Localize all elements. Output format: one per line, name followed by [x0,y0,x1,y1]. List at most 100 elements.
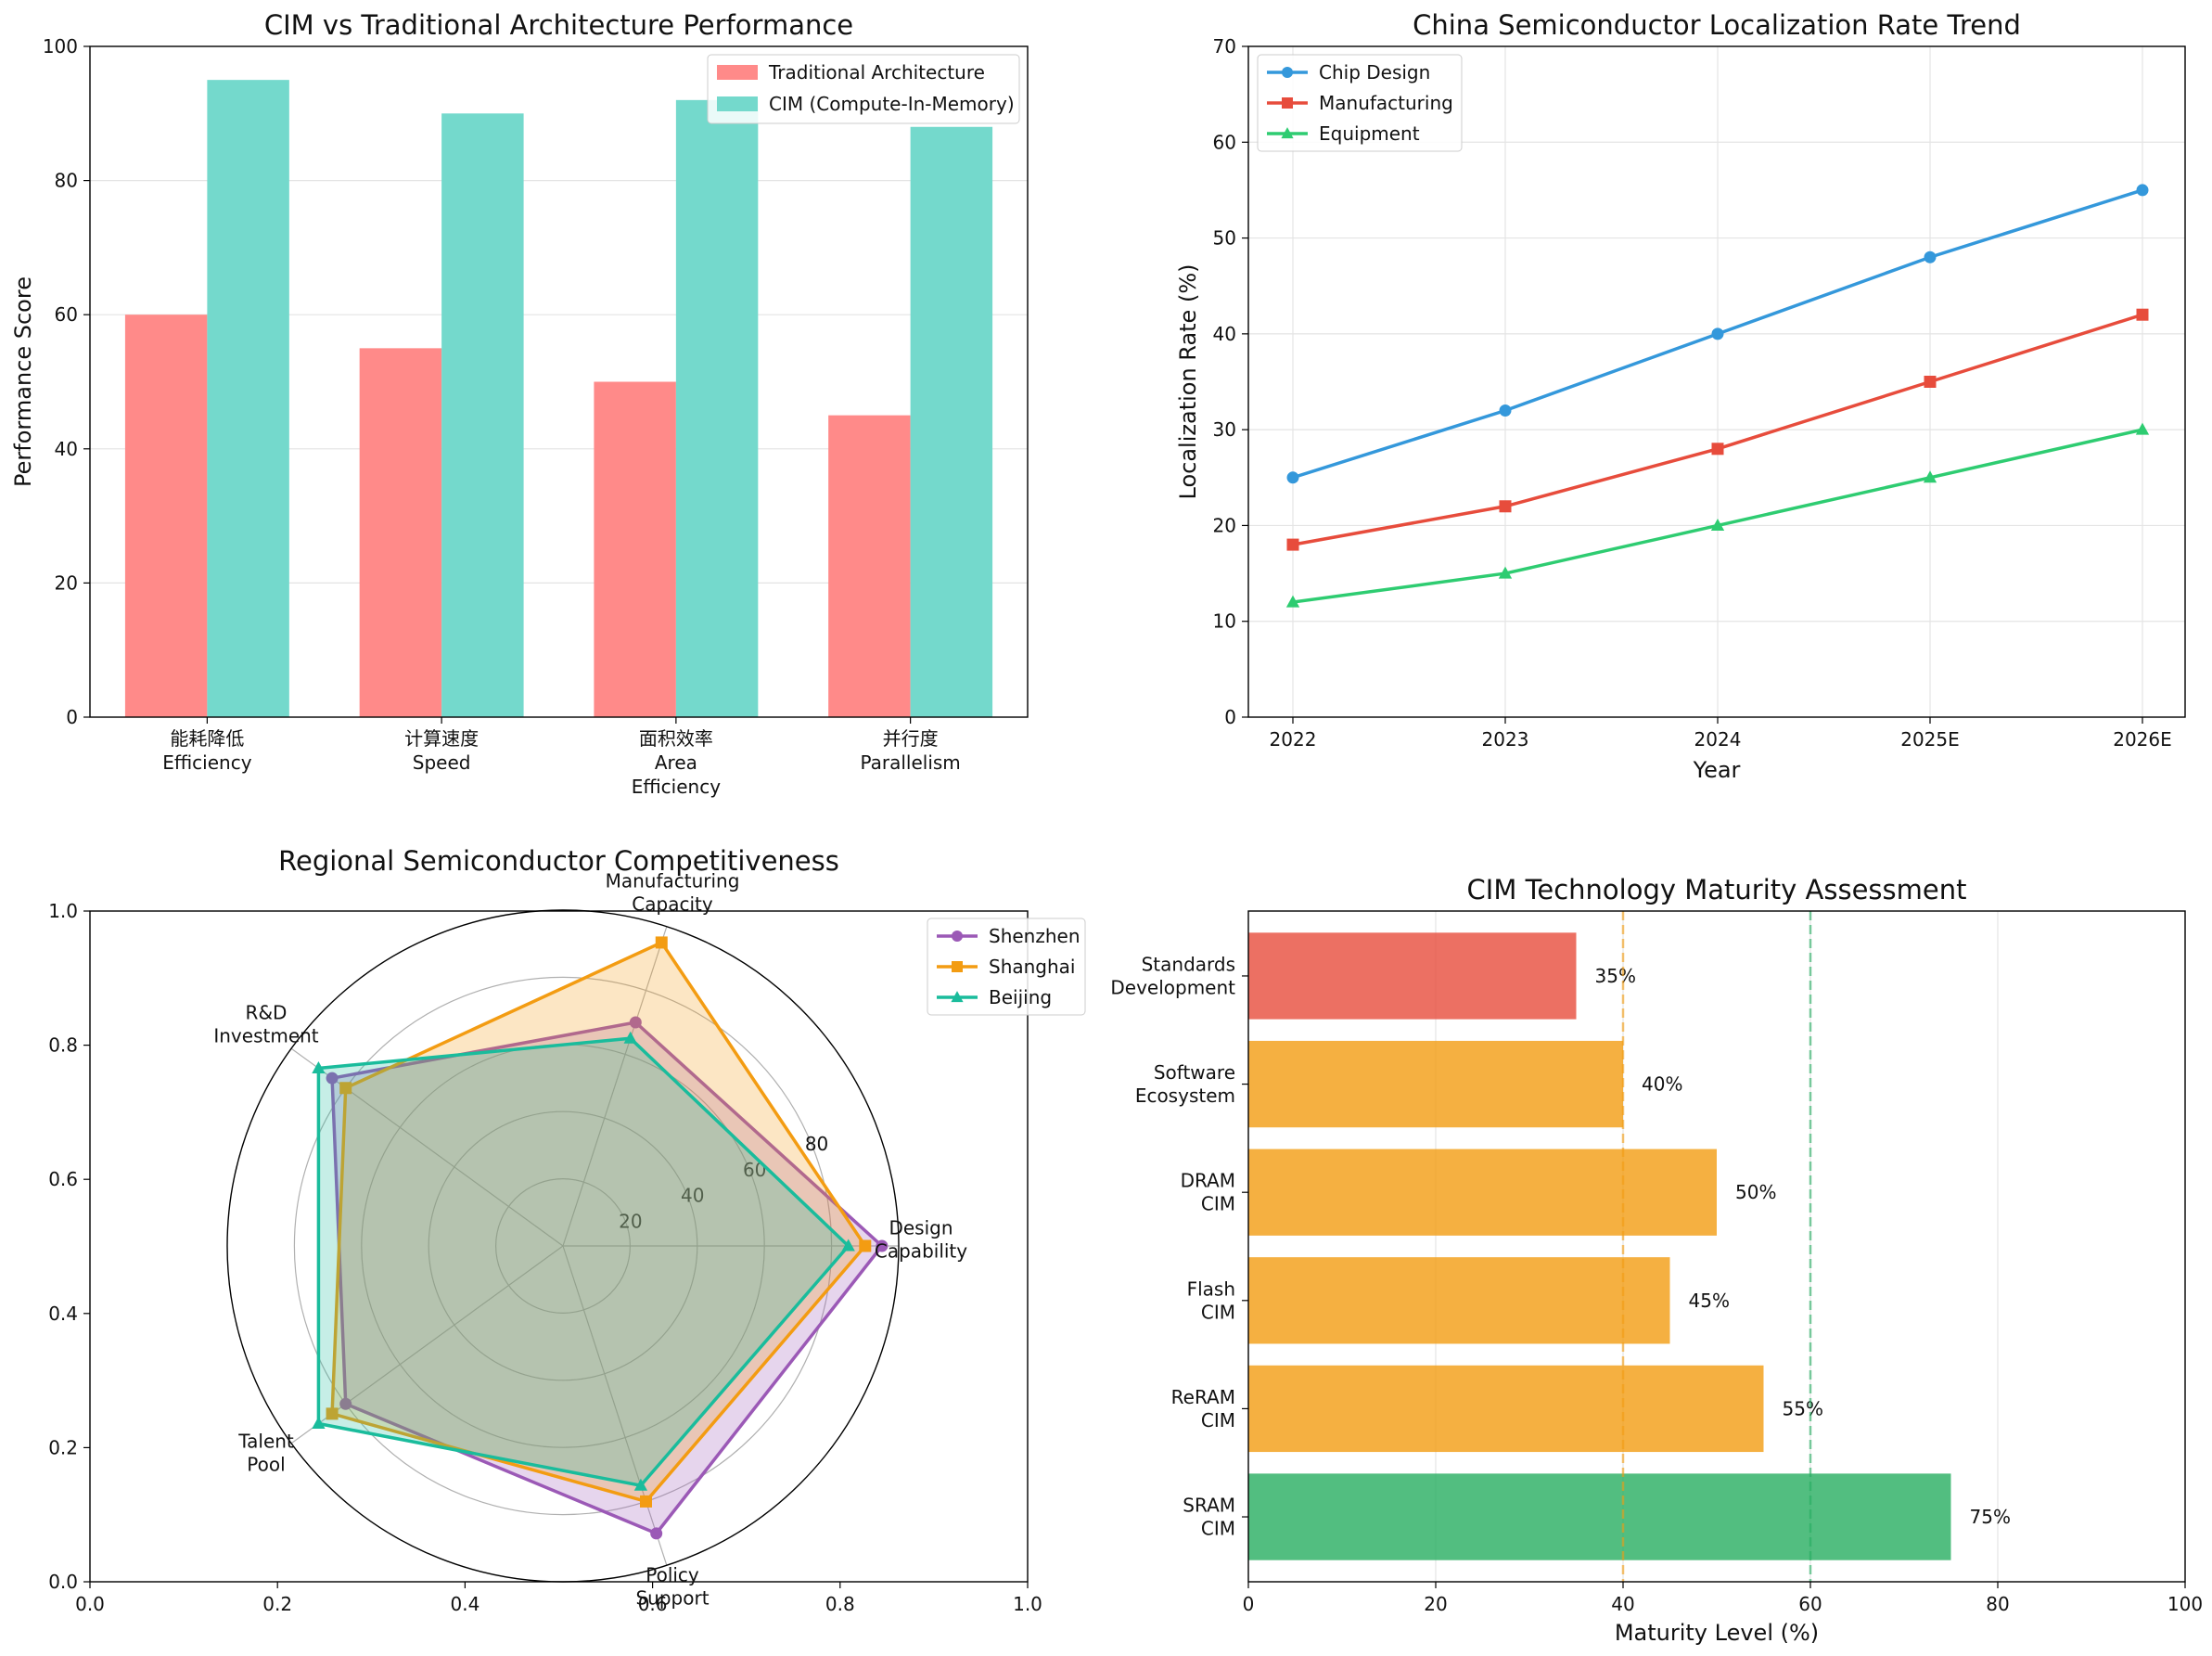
radar-r-tick-0: 20 [619,1210,642,1232]
line-legend-label-2: Equipment [1319,122,1420,145]
y-tick-label-5: 100 [43,35,78,58]
bar-legend [707,54,1020,124]
bar-3-1 [910,126,993,717]
barh-category-label-0-line-0: Standards [1142,953,1235,975]
radar-axis-label-1-line-1: Capacity [632,893,713,916]
data-point-1-1 [1499,500,1512,513]
x-category-label-3-line-1: Parallelism [860,751,960,774]
x-category-label-0-line-1: Efficiency [162,751,252,774]
barh-category-label-1-line-0: Software [1154,1061,1235,1084]
barh-value-label-1: 40% [1642,1073,1682,1096]
radar-outer-x-tick-3: 0.6 [638,1593,668,1615]
hbar-2 [1248,1149,1717,1236]
hbar-3 [1248,1257,1670,1344]
radar-area-2 [318,1038,849,1486]
radar-outer-y-tick-5: 1.0 [48,900,78,922]
radar-legend-label-1: Shanghai [989,956,1076,978]
data-point-1-4 [2136,308,2149,321]
x-category-label-1-line-1: Speed [413,751,471,774]
line-x-tick-0: 2022 [1270,728,1317,751]
line-legend-label-0: Chip Design [1319,61,1430,83]
data-point-0-4 [2136,184,2149,197]
barh-value-label-4: 55% [1783,1397,1823,1419]
barh-category-label-3-line-0: Flash [1187,1277,1235,1300]
barh-category-label-2-line-1: CIM [1201,1193,1235,1215]
radar-point-0-0 [876,1239,889,1252]
line-y-tick-1: 10 [1213,610,1236,633]
radar-point-0-2 [326,1072,339,1085]
bar-chart-panel: CIM vs Traditional Architecture Performa… [10,9,1029,798]
radar-point-2-2 [312,1061,326,1074]
radar-legend-marker-1 [952,961,963,972]
radar-spoke [562,926,668,1247]
barh-category-label-4-line-0: ReRAM [1171,1386,1235,1408]
x-category-label-2-line-1: Area [655,751,697,774]
radar-axis-label-1-line-0: Manufacturing [606,870,740,892]
line-x-axis-label: Year [1693,757,1741,783]
barh-x-tick-5: 100 [2167,1593,2203,1615]
radar-point-1-1 [655,936,668,949]
radar-axis-label-4-line-0: Policy [646,1564,699,1586]
barh-value-label-2: 50% [1735,1181,1776,1203]
barh-x-tick-4: 80 [1986,1593,2009,1615]
legend-marker-1 [1282,97,1293,109]
radar-axis-label-3-line-1: Pool [247,1454,285,1476]
line-x-tick-1: 2023 [1482,728,1529,751]
bar-1-0 [359,348,442,717]
y-tick-label-3: 60 [55,303,78,326]
bar-y-axis-label: Performance Score [10,276,36,487]
bar-0-0 [124,315,208,717]
y-tick-label-2: 40 [55,438,78,460]
radar-point-1-0 [859,1239,872,1252]
radar-outer-x-tick-0: 0.0 [75,1593,105,1615]
radar-axis-label-3-line-0: Talent [237,1431,294,1453]
data-point-2-4 [2135,422,2150,435]
barh-axes-frame [1247,910,2186,1583]
x-category-label-2-line-0: 面积效率 [639,727,713,750]
legend-swatch-1 [717,96,758,111]
radar-outer-x-tick-5: 1.0 [1013,1593,1042,1615]
data-point-0-0 [1286,471,1299,484]
data-point-1-2 [1711,443,1724,456]
data-point-0-1 [1499,404,1512,417]
x-category-label-1-line-0: 计算速度 [404,727,479,750]
radar-axis-label-0-line-1: Capability [875,1240,967,1263]
data-point-1-0 [1286,538,1299,551]
line-chart-panel: China Semiconductor Localization Rate Tr… [1175,9,2186,783]
data-point-2-2 [1710,518,1725,531]
line-chart-title: China Semiconductor Localization Rate Tr… [1413,9,2021,41]
radar-point-2-1 [623,1031,637,1044]
legend-label-1: CIM (Compute-In-Memory) [769,93,1015,115]
barh-category-label-0-line-1: Development [1110,976,1235,998]
data-point-0-2 [1711,327,1724,340]
line-x-tick-4: 2026E [2113,728,2172,751]
radar-point-1-4 [639,1495,652,1508]
x-category-label-3-line-0: 并行度 [883,727,939,750]
radar-legend-label-0: Shenzhen [989,925,1080,947]
radar-outer-circle [226,909,900,1583]
radar-legend-marker-2 [951,991,964,1003]
radar-point-0-3 [339,1397,352,1410]
barh-category-label-2-line-0: DRAM [1181,1170,1235,1192]
legend-label-0: Traditional Architecture [768,61,985,83]
bar-chart-title: CIM vs Traditional Architecture Performa… [264,9,853,41]
radar-outer-x-tick-1: 0.2 [262,1593,292,1615]
radar-outer-x-tick-4: 0.8 [825,1593,855,1615]
bar-2-0 [594,381,676,717]
line-x-tick-3: 2025E [1900,728,1960,751]
barh-x-tick-1: 20 [1424,1593,1447,1615]
radar-line-1 [330,940,867,1504]
data-point-1-3 [1924,376,1937,388]
radar-point-2-3 [312,1417,326,1430]
radar-axis-label-0-line-0: Design [889,1217,953,1239]
barh-x-tick-2: 40 [1611,1593,1634,1615]
radar-outer-x-tick-2: 0.4 [450,1593,479,1615]
radar-spoke [562,1245,668,1566]
data-point-2-3 [1923,470,1937,483]
radar-outer-y-tick-3: 0.6 [48,1168,78,1190]
barh-value-label-5: 75% [1970,1506,2011,1528]
barh-value-label-3: 45% [1689,1290,1730,1312]
bar-1-1 [441,113,524,718]
line-legend [1257,54,1463,152]
